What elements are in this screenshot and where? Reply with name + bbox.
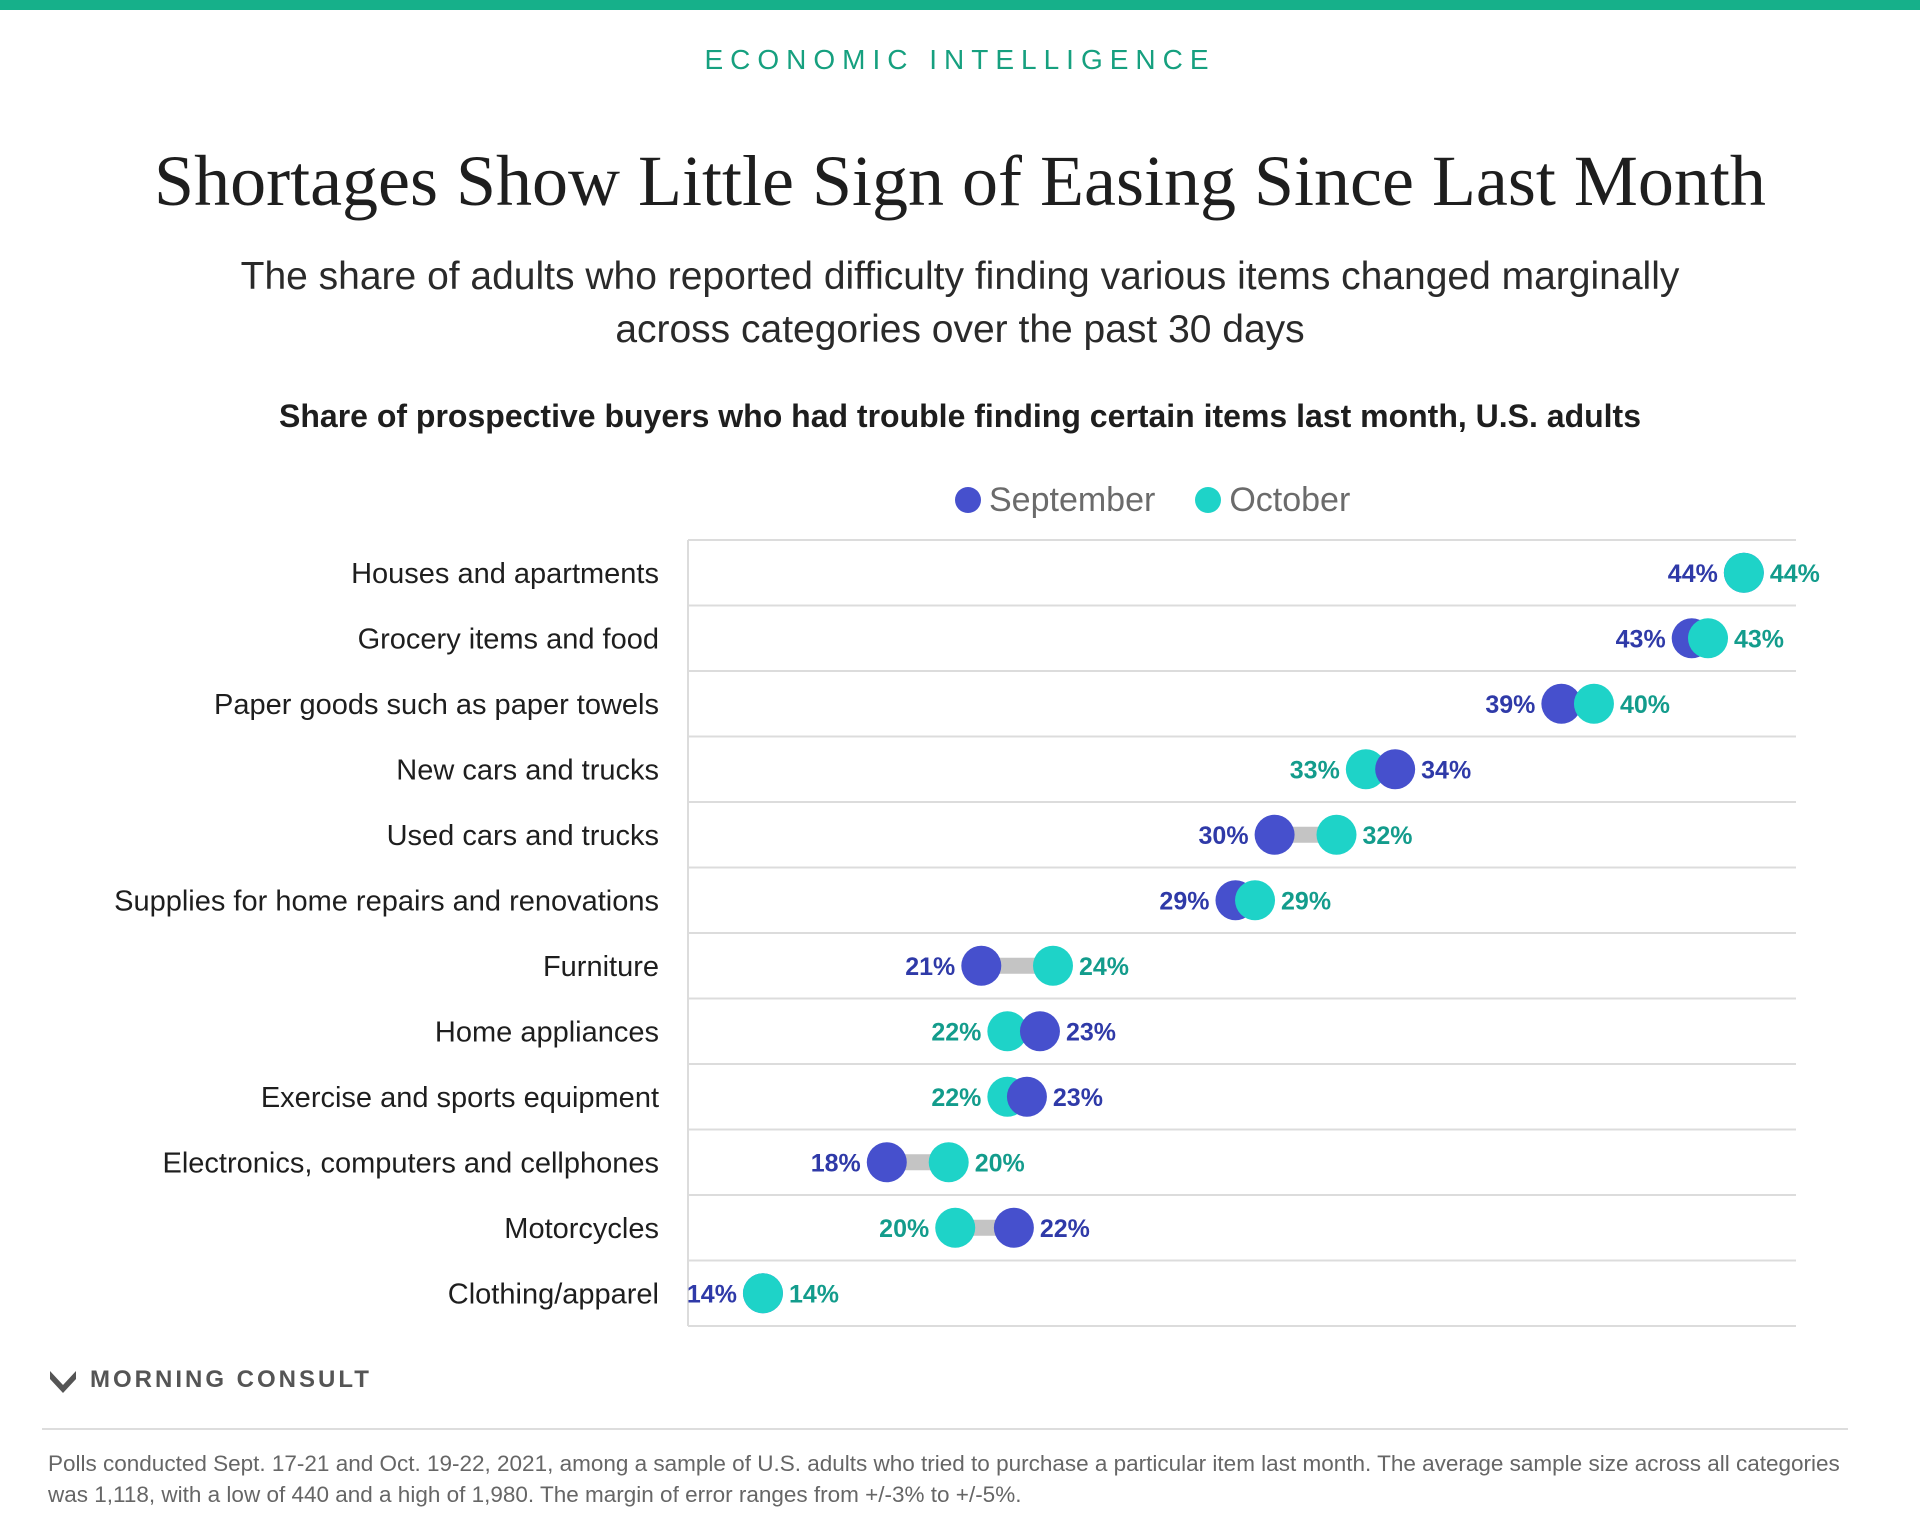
chart-legend: September October (955, 478, 1390, 522)
october-point (1345, 749, 1386, 790)
september-point (961, 945, 1002, 986)
september-point (1006, 1076, 1047, 1117)
page-title: Shortages Show Little Sign of Easing Sin… (154, 141, 1766, 221)
october-value-label: 29% (1281, 887, 1331, 915)
october-point (1573, 683, 1614, 724)
september-value-label: 21% (905, 953, 955, 981)
september-point (1019, 1011, 1060, 1052)
october-value-label: 20% (975, 1149, 1025, 1177)
brand-name: MORNING CONSULT (90, 1366, 372, 1393)
page-subtitle: The share of adults who reported difficu… (240, 255, 1680, 351)
september-value-label: 29% (1159, 887, 1209, 915)
september-value-label: 44% (1668, 560, 1718, 588)
october-value-label: 20% (879, 1215, 929, 1243)
category-label: Motorcycles (504, 1213, 659, 1245)
legend-item-september: September (955, 481, 1155, 520)
october-value-label: 40% (1620, 691, 1670, 719)
category-label: New cars and trucks (396, 754, 659, 786)
september-value-label: 22% (1040, 1215, 1090, 1243)
legend-label-september: September (989, 480, 1156, 519)
october-point (1235, 880, 1276, 921)
october-point (1316, 814, 1357, 855)
category-label: Electronics, computers and cellphones (163, 1147, 659, 1179)
category-label: Furniture (543, 951, 659, 983)
chart-title: Share of prospective buyers who had trou… (279, 398, 1641, 434)
september-value-label: 23% (1053, 1084, 1103, 1112)
category-label: Used cars and trucks (387, 820, 659, 852)
october-value-label: 43% (1734, 625, 1784, 653)
legend-label-october: October (1229, 480, 1351, 519)
category-label: Houses and apartments (351, 558, 659, 590)
footer-divider (42, 1428, 1848, 1430)
october-point (742, 1273, 783, 1314)
september-point (1541, 683, 1582, 724)
september-value-label: 34% (1421, 756, 1471, 784)
legend-marker-october (1195, 487, 1222, 513)
october-value-label: 14% (789, 1280, 839, 1308)
october-value-label: 22% (931, 1084, 981, 1112)
category-label: Supplies for home repairs and renovation… (114, 885, 659, 917)
morning-consult-logo-icon (50, 1371, 76, 1393)
category-label: Home appliances (435, 1016, 659, 1048)
category-label: Paper goods such as paper towels (214, 689, 659, 721)
category-label: Clothing/apparel (448, 1278, 659, 1310)
october-value-label: 22% (931, 1018, 981, 1046)
september-value-label: 43% (1616, 625, 1666, 653)
october-value-label: 33% (1290, 756, 1340, 784)
section-kicker: ECONOMIC INTELLIGENCE (704, 44, 1216, 75)
september-point (993, 1207, 1034, 1248)
september-point (1375, 749, 1416, 790)
september-value-label: 14% (687, 1280, 737, 1308)
october-point (1688, 618, 1729, 659)
october-point (987, 1011, 1028, 1052)
october-value-label: 32% (1363, 822, 1413, 850)
october-point (935, 1207, 976, 1248)
september-value-label: 39% (1485, 691, 1535, 719)
brand-logo: MORNING CONSULT (48, 1365, 372, 1395)
footnote: Polls conducted Sept. 17-21 and Oct. 19-… (48, 1451, 1840, 1507)
top-accent-bar (0, 0, 1920, 10)
dot-plot-chart: Houses and apartments 44% 44% Grocery items… (114, 539, 1820, 1327)
legend-marker-september (955, 487, 981, 513)
category-label: Exercise and sports equipment (261, 1082, 659, 1114)
september-value-label: 23% (1066, 1018, 1116, 1046)
october-value-label: 24% (1079, 953, 1129, 981)
october-value-label: 44% (1770, 560, 1820, 588)
category-label: Grocery items and food (358, 623, 659, 655)
legend-item-october: October (1195, 481, 1350, 520)
october-point (1723, 552, 1764, 593)
september-point (1254, 814, 1295, 855)
september-point (866, 1142, 907, 1183)
october-point (1032, 945, 1073, 986)
september-value-label: 30% (1199, 822, 1249, 850)
october-point (928, 1142, 969, 1183)
september-value-label: 18% (811, 1149, 861, 1177)
